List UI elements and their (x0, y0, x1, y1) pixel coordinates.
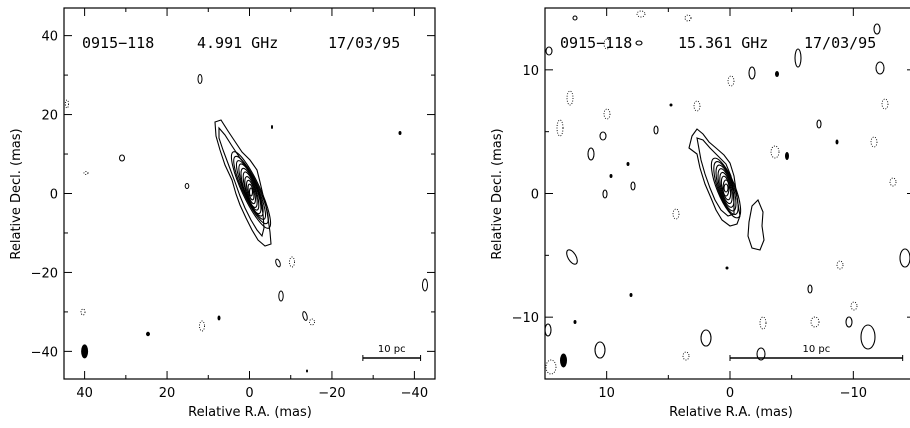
beam-ellipse-left (81, 344, 89, 359)
beam-ellipse-right (560, 353, 567, 368)
panel-right (544, 7, 910, 380)
xaxis-label-left: Relative R.A. (mas) (188, 405, 312, 420)
ytick-label-left: −40 (31, 345, 58, 360)
panel-left (63, 7, 436, 380)
source-name-left: 0915−118 (82, 34, 154, 52)
frequency-left: 4.991 GHz (197, 34, 278, 52)
xtick-label-left: −40 (401, 386, 428, 401)
frequency-right: 15.361 GHz (678, 34, 768, 52)
yaxis-label-right: Relative Decl. (mas) (490, 128, 505, 259)
ytick-label-left: −20 (31, 266, 58, 281)
panel-right-text: 0915−118 15.361 GHz 17/03/95 Relative R.… (490, 34, 876, 420)
contour-map-left (65, 74, 428, 373)
contour-map-right (544, 10, 910, 375)
xtick-label-left: −20 (318, 386, 345, 401)
panel-left-text: 0915−118 4.991 GHz 17/03/95 Relative R.A… (9, 34, 400, 420)
scale-bar-label-left: 10 pc (378, 344, 406, 355)
ytick-label-left: 20 (41, 109, 58, 124)
epoch-date-right: 17/03/95 (804, 34, 876, 52)
ytick-label-left: 0 (50, 188, 58, 203)
ytick-label-right: −10 (512, 311, 539, 326)
xtick-label-right: 10 (598, 386, 615, 401)
jet-contour-outer (214, 119, 272, 247)
axes-layer: 40 20 0 −20 −40 40 20 0 −20 −40 10 pc 10 0 −10 10 0 −10 1… (31, 8, 910, 401)
yaxis-label-left: Relative Decl. (mas) (9, 128, 24, 259)
scale-bar-label-right: 10 pc (802, 344, 830, 355)
xtick-label-left: 20 (159, 386, 176, 401)
xtick-label-right: −10 (840, 386, 867, 401)
ytick-label-right: 0 (531, 188, 539, 203)
plot-frame-right (544, 7, 910, 380)
epoch-date-left: 17/03/95 (328, 34, 400, 52)
xtick-label-right: 0 (726, 386, 734, 401)
xaxis-label-right: Relative R.A. (mas) (669, 405, 793, 420)
source-name-right: 0915−118 (560, 34, 632, 52)
ytick-label-left: 40 (41, 30, 58, 45)
xtick-label-left: 0 (245, 386, 253, 401)
ytick-label-right: 10 (522, 64, 539, 79)
xtick-label-left: 40 (76, 386, 93, 401)
